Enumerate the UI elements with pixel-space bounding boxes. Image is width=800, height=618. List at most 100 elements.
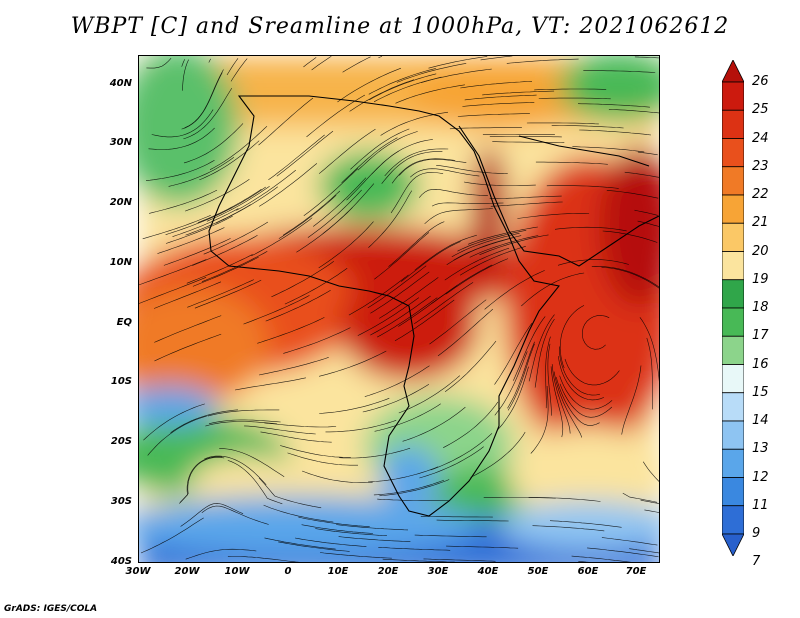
streamline — [436, 165, 508, 174]
streamline — [315, 528, 387, 536]
streamline — [284, 267, 348, 305]
streamline — [170, 409, 238, 433]
credit-label: GrADS: IGES/COLA — [4, 604, 98, 614]
streamline — [401, 241, 461, 282]
streamline — [557, 259, 629, 266]
streamline — [146, 57, 172, 69]
colorbar-swatch — [722, 364, 744, 394]
colorbar-level-label: 24 — [752, 130, 769, 146]
streamline — [606, 190, 659, 199]
streamline — [357, 297, 420, 336]
streamline — [258, 477, 322, 509]
streamline — [319, 397, 390, 414]
streamline — [319, 552, 392, 559]
colorbar-level-label: 15 — [752, 384, 769, 400]
streamline — [398, 285, 458, 327]
colorbar-level-label: 16 — [752, 356, 769, 372]
colorbar-level-label: 7 — [752, 554, 761, 570]
streamline — [446, 545, 519, 549]
streamline — [185, 548, 257, 560]
streamline — [507, 341, 535, 409]
streamline — [148, 127, 215, 150]
lat-label: EQ — [116, 317, 132, 328]
streamline — [545, 336, 551, 409]
colorbar-swatch — [722, 222, 744, 252]
streamline — [346, 150, 399, 201]
streamline — [271, 261, 334, 298]
streamline — [395, 84, 465, 104]
colorbar-swatch — [722, 166, 744, 196]
streamline — [608, 109, 659, 114]
colorbar-level-label: 11 — [752, 497, 769, 513]
streamline — [559, 375, 613, 410]
colorbar-swatch — [722, 392, 744, 422]
streamline — [554, 226, 627, 232]
streamline — [436, 519, 509, 522]
streamline — [556, 377, 600, 426]
streamline — [154, 315, 222, 343]
streamline — [263, 504, 334, 523]
streamline — [187, 279, 254, 308]
colorbar-level-label: 13 — [752, 441, 769, 457]
streamline — [421, 68, 492, 83]
colorbar-level-label: 17 — [752, 328, 769, 344]
streamline — [364, 365, 430, 397]
wbpt-field — [139, 56, 659, 562]
streamline — [153, 281, 222, 309]
streamline — [378, 56, 383, 59]
colorbar — [722, 60, 744, 556]
lat-label: 10S — [110, 376, 132, 387]
colorbar-swatch — [722, 533, 744, 556]
streamline — [244, 425, 316, 435]
streamline — [430, 433, 493, 471]
streamline — [646, 337, 653, 410]
streamline — [349, 79, 415, 112]
map-panel — [138, 55, 660, 563]
streamline — [145, 159, 215, 181]
streamline — [276, 130, 334, 177]
streamline — [547, 343, 552, 416]
lon-label: 10W — [224, 566, 250, 577]
streamline — [303, 168, 359, 217]
colorbar-level-label: 12 — [752, 469, 769, 485]
lat-label: 40N — [109, 78, 132, 89]
streamline — [227, 460, 283, 505]
streamline — [428, 56, 488, 69]
streamline — [268, 134, 325, 181]
colorbar-swatch — [722, 194, 744, 224]
lat-label: 20S — [110, 436, 132, 447]
colorbar-level-label: 20 — [752, 243, 769, 259]
streamline — [479, 234, 549, 256]
streamline — [391, 158, 456, 184]
streamline — [318, 128, 376, 174]
streamline — [469, 235, 539, 258]
streamline — [534, 318, 555, 388]
streamline — [553, 371, 583, 438]
lon-label: 70E — [625, 566, 647, 577]
colorbar-level-label: 26 — [752, 74, 769, 89]
streamline — [278, 541, 350, 552]
colorbar-level-label: 18 — [752, 300, 769, 315]
streamline — [368, 466, 439, 483]
streamline — [282, 190, 341, 236]
streamline — [185, 204, 251, 236]
streamline — [154, 333, 222, 362]
streamline — [380, 111, 449, 136]
streamline — [480, 56, 513, 61]
streamline — [559, 305, 585, 369]
streamline — [313, 177, 367, 227]
streamline — [377, 498, 450, 501]
streamline — [183, 123, 244, 164]
streamline — [629, 548, 659, 554]
streamline — [572, 146, 645, 153]
streamline — [420, 516, 493, 518]
streamline — [373, 479, 445, 496]
lon-label: 30W — [125, 566, 151, 577]
streamline — [287, 452, 358, 466]
streamline — [203, 221, 269, 255]
streamline — [367, 265, 427, 309]
streamline — [579, 129, 652, 136]
streamline — [637, 220, 659, 227]
streamline — [601, 537, 658, 546]
streamline — [226, 58, 239, 76]
